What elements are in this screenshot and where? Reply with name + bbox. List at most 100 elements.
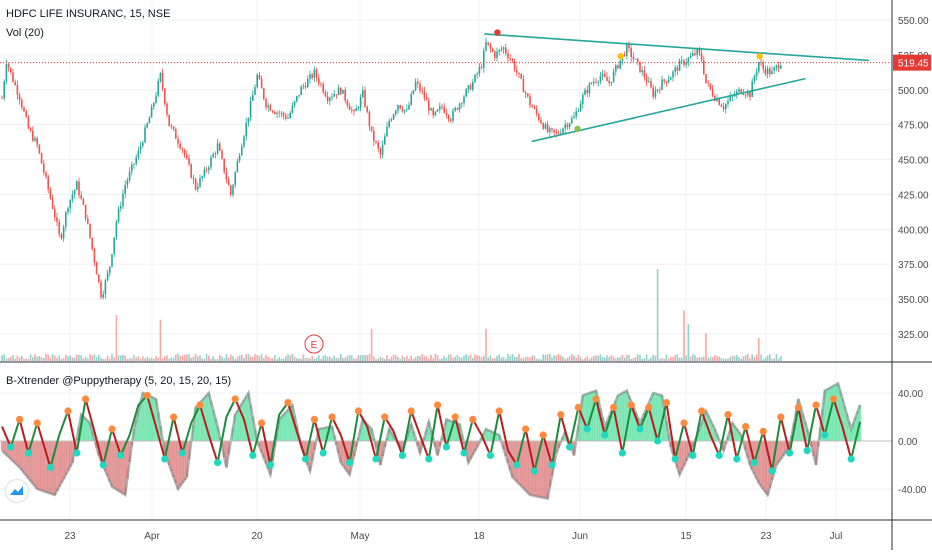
volume-bar [238,355,241,361]
volume-bar [133,355,135,361]
osc-trough-dot [636,425,644,433]
osc-histogram-bar [198,402,202,441]
volume-bar [571,354,573,361]
symbol-legend[interactable]: HDFC LIFE INSURANC, 15, NSE [6,8,171,20]
candle-body [390,119,393,121]
volume-bar [269,358,272,361]
osc-histogram-bar [592,391,595,441]
volume-bar [626,354,628,361]
osc-histogram-bar [425,429,428,441]
candle-body [637,58,639,62]
osc-histogram-bar [845,413,848,441]
osc-histogram-bar [201,400,204,441]
candle-body [520,73,522,79]
candle-body [324,92,327,97]
osc-peak-dot [574,403,583,411]
osc-short-term-segment [56,434,61,444]
volume-bar [410,355,412,361]
osc-trough-dot [24,449,32,457]
candle-body [716,99,718,101]
osc-short-term-segment [590,406,595,415]
volume-bar [645,354,648,361]
volume-bar [487,357,489,361]
osc-short-term-segment [480,434,485,441]
osc-trough-dot [178,449,186,457]
candle-body [159,73,162,82]
osc-short-term-segment [361,418,366,424]
candle-body [546,124,549,132]
red-dot [494,29,501,36]
candle-body [280,112,283,114]
volume-bar [648,359,650,361]
candle-body [403,109,406,112]
candle-body [535,108,538,114]
osc-peak-dot [662,399,671,407]
osc-short-term-segment [608,413,613,422]
candle-body [194,179,197,190]
candle-body [76,181,78,190]
volume-bar [727,358,729,361]
volume-bar [447,354,450,361]
osc-short-term-segment [210,441,215,450]
osc-histogram-bar [176,441,180,489]
volume-bar [115,315,118,361]
osc-histogram-bar [71,441,74,463]
candle-body [489,44,492,49]
osc-short-term-segment [641,417,646,424]
candle-body [764,69,767,74]
osc-peak-dot [539,431,547,439]
volume-bar [21,356,23,361]
volume-bar [232,356,234,361]
candle-body [656,89,659,91]
candle-body [276,112,278,114]
osc-histogram-bar [170,441,173,471]
earnings-marker[interactable]: E [304,334,324,354]
osc-histogram-bar [634,412,637,441]
volume-bar [67,356,69,361]
osc-histogram-bar [196,405,199,441]
volume-bar [271,357,274,361]
volume-bar [436,355,439,361]
volume-bar [485,328,487,361]
osc-histogram-bar [324,427,327,441]
volume-bar [197,356,199,361]
volume-bar [172,357,175,361]
osc-short-term-segment [852,440,857,450]
osc-histogram-bar [795,411,798,441]
volume-bar [100,357,102,361]
volume-bar [590,357,593,361]
osc-short-term-segment [225,412,230,418]
candle-body [67,208,69,213]
volume-bar [203,359,206,361]
candle-body [454,108,456,111]
osc-histogram-bar [522,441,525,489]
osc-short-term-segment [634,416,639,424]
candle-body [421,90,423,92]
volume-bar [749,358,751,361]
volume-bar [698,357,701,361]
volume-legend[interactable]: Vol (20) [6,27,44,39]
candle-body [780,65,782,69]
tradingview-logo[interactable] [6,480,28,502]
osc-trough-dot [847,455,855,463]
volume-bar [164,356,166,361]
candle-body [157,81,159,96]
volume-bar [676,354,679,361]
osc-histogram-bar [619,394,622,441]
volume-bar [192,356,195,361]
candle-body [659,89,661,91]
candle-body [630,47,632,57]
osc-short-term-segment [658,421,663,432]
candle-body [665,81,668,83]
volume-bar [256,355,258,361]
candle-body [678,60,681,71]
candle-body [124,185,126,194]
osc-histogram-bar [436,441,439,456]
volume-bar [652,354,654,361]
osc-short-term-segment [185,430,190,439]
osc-short-term-segment [474,422,479,428]
volume-bar [540,359,542,361]
volume-bar [560,355,562,361]
oscillator-legend[interactable]: B-Xtrender @Puppytherapy (5, 20, 15, 20,… [6,375,232,387]
